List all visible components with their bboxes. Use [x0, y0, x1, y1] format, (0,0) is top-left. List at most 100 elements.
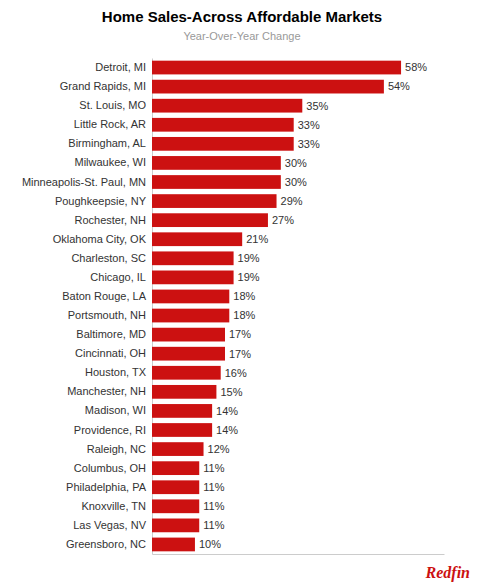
bar [152, 328, 225, 342]
bar [152, 480, 199, 494]
data-label: 54% [388, 80, 410, 92]
data-label: 19% [238, 271, 260, 283]
bar [152, 271, 234, 285]
bar [152, 538, 195, 552]
y-tick: Charleston, SC [71, 252, 152, 264]
y-tick-label: Manchester, NH [67, 385, 146, 397]
data-label: 21% [246, 233, 268, 245]
y-tick: Grand Rapids, MI [60, 80, 152, 92]
y-tick-label: Raleigh, NC [87, 443, 146, 455]
y-tick-label: Providence, RI [74, 424, 146, 436]
y-tick: Milwaukee, WI [74, 156, 152, 168]
y-tick-label: Houston, TX [85, 366, 147, 378]
data-label: 58% [405, 61, 427, 73]
y-tick: Portsmouth, NH [68, 309, 152, 321]
y-tick: Little Rock, AR [74, 118, 152, 130]
y-tick: Detroit, MI [95, 61, 152, 73]
bar [152, 499, 199, 513]
bar [152, 194, 277, 208]
data-label: 30% [285, 157, 307, 169]
y-tick: Madison, WI [85, 404, 152, 416]
data-label: 10% [199, 538, 221, 550]
data-label: 33% [298, 138, 320, 150]
y-tick: Poughkeepsie, NY [55, 195, 152, 207]
y-tick: Chicago, IL [90, 271, 152, 283]
y-tick-label: Greensboro, NC [66, 538, 146, 550]
data-label: 14% [216, 405, 238, 417]
y-tick: St. Louis, MO [79, 99, 152, 111]
y-tick: Columbus, OH [74, 462, 152, 474]
y-tick-label: Birmingham, AL [68, 137, 146, 149]
y-tick: Oklahoma City, OK [53, 233, 152, 245]
bar [152, 404, 212, 418]
data-label: 15% [220, 386, 242, 398]
data-label: 29% [281, 195, 303, 207]
y-tick-label: Columbus, OH [74, 462, 146, 474]
bar [152, 442, 204, 456]
data-label: 11% [203, 519, 224, 531]
y-axis: Detroit, MI Grand Rapids, MI St. Louis, MO… [22, 59, 153, 555]
bar [152, 175, 281, 189]
y-tick: Las Vegas, NV [73, 519, 152, 531]
y-tick: Cincinnati, OH [75, 347, 152, 359]
bars [152, 61, 401, 552]
bar [152, 251, 234, 265]
y-tick-label: Cincinnati, OH [75, 347, 146, 359]
data-label: 12% [208, 443, 230, 455]
data-label: 14% [216, 424, 238, 436]
y-tick-label: Portsmouth, NH [68, 309, 146, 321]
data-label: 11% [203, 481, 224, 493]
chart: Home Sales-Across Affordable MarketsYear… [0, 0, 484, 584]
data-label: 16% [225, 367, 247, 379]
annotation: Redfin [425, 564, 471, 582]
x-axis [153, 554, 445, 555]
data-label: 17% [229, 328, 251, 340]
y-tick: Baltimore, MD [76, 328, 152, 340]
bar [152, 80, 384, 94]
y-tick-label: Milwaukee, WI [74, 156, 146, 168]
bar [152, 118, 294, 132]
y-tick-label: Detroit, MI [95, 61, 146, 73]
y-tick: Knoxville, TN [81, 500, 152, 512]
data-label: 35% [306, 100, 328, 112]
bar [152, 156, 281, 170]
y-tick-label: Poughkeepsie, NY [55, 195, 147, 207]
data-label: 17% [229, 348, 251, 360]
data-label: 19% [238, 252, 260, 264]
y-tick-label: Chicago, IL [90, 271, 146, 283]
y-tick-label: Las Vegas, NV [73, 519, 146, 531]
data-label: 27% [272, 214, 294, 226]
y-tick: Providence, RI [74, 424, 152, 436]
y-tick-label: Rochester, NH [74, 214, 146, 226]
data-label: 11% [203, 462, 224, 474]
y-tick: Greensboro, NC [66, 538, 152, 550]
bar [152, 290, 229, 304]
bar [152, 61, 401, 75]
y-tick: Birmingham, AL [68, 137, 152, 149]
y-tick-label: Minneapolis-St. Paul, MN [22, 176, 146, 188]
bar [152, 385, 216, 399]
bar [152, 366, 221, 380]
data-label: 30% [285, 176, 307, 188]
data-label: 18% [233, 290, 255, 302]
y-axis-line [152, 59, 153, 555]
bar [152, 213, 268, 227]
bar [152, 99, 302, 113]
y-tick-label: Oklahoma City, OK [53, 233, 147, 245]
data-label: 33% [298, 119, 320, 131]
y-tick: Philadelphia, PA [66, 481, 152, 493]
y-tick-label: Madison, WI [85, 404, 146, 416]
data-labels: 58% 54% 35% 33% 33% 30% 30% 29% 27% 21% 19% 19% 18% 1… [199, 61, 427, 550]
bar [152, 347, 225, 361]
y-tick: Baton Rouge, LA [62, 290, 152, 302]
title: Home Sales-Across Affordable Markets [102, 8, 382, 25]
bar [152, 232, 242, 246]
y-tick-label: Baltimore, MD [76, 328, 146, 340]
y-tick-label: Philadelphia, PA [66, 481, 147, 493]
y-tick-label: Knoxville, TN [81, 500, 146, 512]
bar [152, 461, 199, 475]
bar [152, 309, 229, 323]
x-axis-line [153, 554, 445, 555]
data-label: 18% [233, 309, 255, 321]
y-tick: Minneapolis-St. Paul, MN [22, 176, 152, 188]
